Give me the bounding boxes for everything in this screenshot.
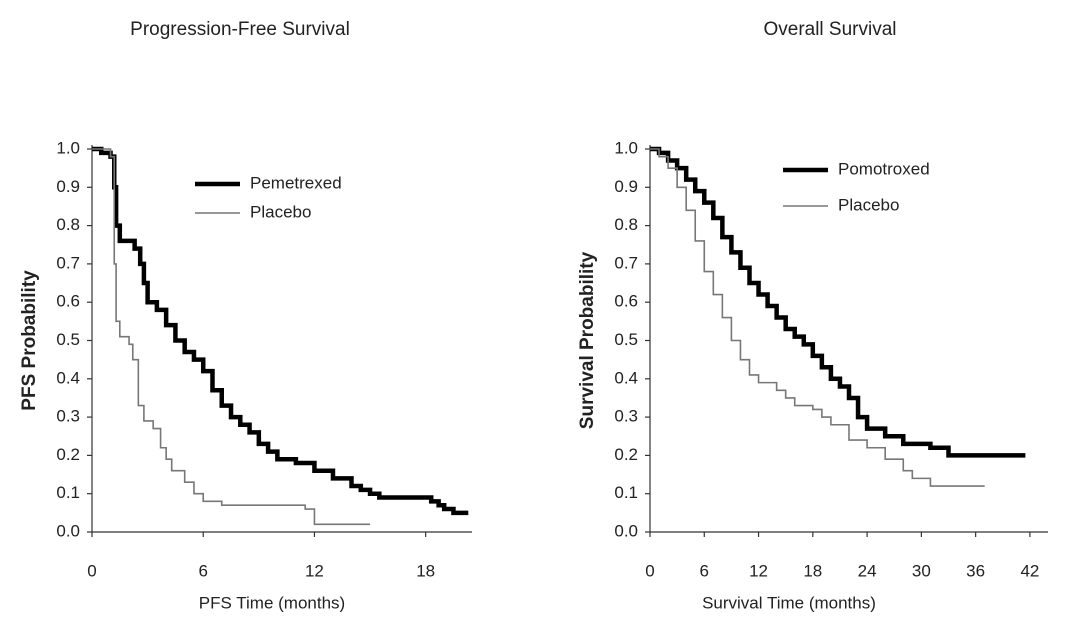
y-tick-label: 1.0	[614, 138, 638, 157]
x-tick-label: 24	[858, 561, 877, 580]
y-tick-label: 0.0	[614, 521, 638, 540]
y-tick-label: 0.3	[56, 407, 80, 426]
x-tick-label: 6	[700, 561, 709, 580]
x-axis-label: PFS Time (months)	[199, 593, 345, 612]
x-tick-label: 36	[966, 561, 985, 580]
y-tick-label: 0.9	[56, 177, 80, 196]
legend-label: Pemetrexed	[250, 173, 342, 192]
y-tick-label: 0.5	[56, 330, 80, 349]
y-tick-label: 0.1	[56, 483, 80, 502]
survival-curve	[650, 148, 985, 487]
x-tick-label: 42	[1020, 561, 1039, 580]
y-tick-label: 0.7	[614, 253, 638, 272]
x-tick-label: 18	[803, 561, 822, 580]
y-tick-label: 0.0	[56, 521, 80, 540]
x-axis-label: Survival Time (months)	[702, 593, 876, 612]
y-tick-label: 0.4	[614, 368, 638, 387]
chart-title: Progression-Free Survival	[130, 19, 350, 40]
y-tick-label: 0.4	[56, 368, 80, 387]
y-tick-label: 1.0	[56, 138, 80, 157]
x-tick-label: 18	[416, 561, 435, 580]
x-tick-label: 12	[749, 561, 768, 580]
y-tick-label: 0.3	[614, 407, 638, 426]
y-tick-label: 0.1	[614, 483, 638, 502]
legend-label: Placebo	[838, 195, 899, 214]
y-tick-label: 0.5	[614, 330, 638, 349]
y-tick-label: 0.6	[614, 292, 638, 311]
x-tick-label: 30	[912, 561, 931, 580]
y-tick-label: 0.2	[56, 445, 80, 464]
legend-label: Pomotroxed	[838, 159, 930, 178]
survival-curve	[650, 146, 1026, 458]
y-tick-label: 0.8	[614, 215, 638, 234]
y-axis-label: PFS Probability	[19, 270, 40, 411]
x-tick-label: 12	[305, 561, 324, 580]
y-axis-label: Survival Probability	[577, 251, 598, 429]
x-tick-label: 6	[198, 561, 207, 580]
y-tick-label: 0.8	[56, 215, 80, 234]
legend-label: Placebo	[250, 202, 311, 221]
survival-curve	[92, 148, 371, 526]
x-tick-label: 0	[645, 561, 654, 580]
y-tick-label: 0.2	[614, 445, 638, 464]
y-tick-label: 0.6	[56, 292, 80, 311]
y-tick-label: 0.9	[614, 177, 638, 196]
x-tick-label: 0	[87, 561, 96, 580]
y-tick-label: 0.7	[56, 253, 80, 272]
survival-curve	[92, 146, 469, 516]
chart-title: Overall Survival	[763, 19, 896, 40]
